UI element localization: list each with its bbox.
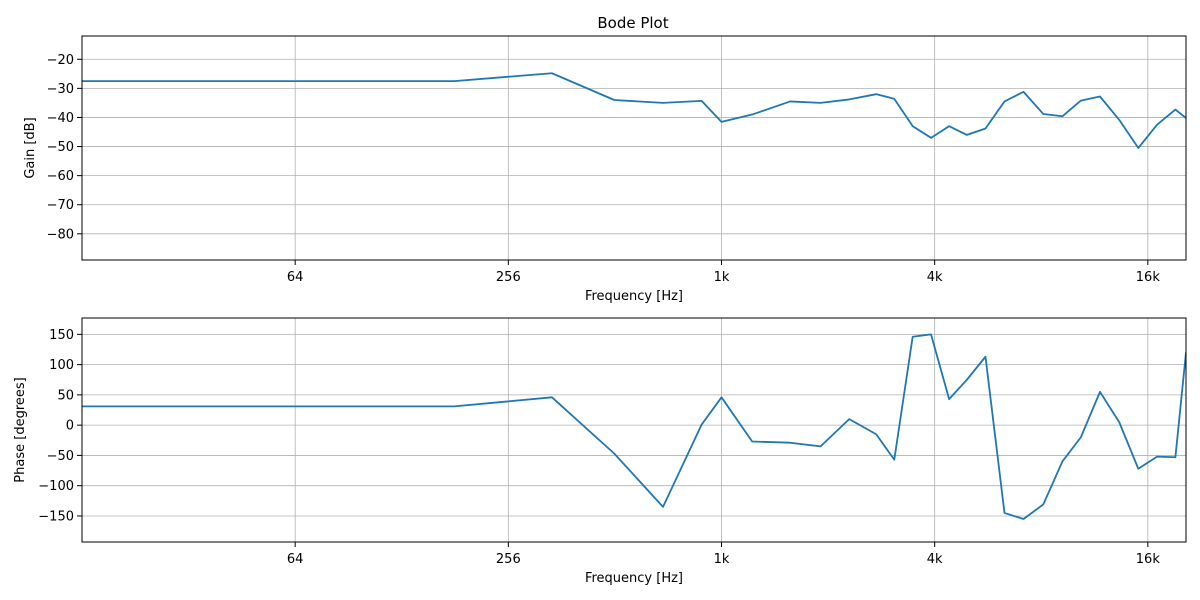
- y-tick-label: −60: [47, 169, 74, 184]
- y-axis-label: Phase [degrees]: [13, 377, 28, 482]
- x-tick-label: 16k: [1136, 270, 1161, 285]
- x-tick-label: 256: [496, 270, 521, 285]
- y-tick-label: 50: [57, 388, 74, 403]
- gain-plot: 64 256 1k 4k 16k −80 −70 −60 −50 −40 −30 −20 Frequen…: [23, 35, 1187, 304]
- y-tick-label: −70: [47, 198, 74, 213]
- y-tick-label: −40: [47, 111, 74, 126]
- chart-title: Bode Plot: [597, 14, 668, 32]
- plot-frame: [81, 317, 1187, 543]
- y-tick-label: −80: [47, 227, 74, 242]
- y-tick-label: −20: [47, 53, 74, 68]
- y-tick-label: −150: [38, 509, 74, 524]
- plot-frame: [81, 35, 1187, 261]
- y-tick-label: −50: [47, 449, 74, 464]
- phase-series-line: [82, 333, 1186, 520]
- y-tick-label: 100: [49, 358, 74, 373]
- phase-plot: 64 256 1k 4k 16k −150 −100 −50 0 50 100 150 Frequenc…: [13, 317, 1187, 586]
- x-tick-label: 1k: [714, 270, 730, 285]
- y-axis-label: Gain [dB]: [23, 117, 38, 178]
- y-tick-label: −30: [47, 82, 74, 97]
- x-tick-label: 64: [287, 270, 304, 285]
- y-tick-label: −100: [38, 479, 74, 494]
- x-tick-label: 64: [287, 552, 304, 567]
- x-tick-label: 256: [496, 552, 521, 567]
- x-tick-label: 16k: [1136, 552, 1161, 567]
- y-tick-label: 0: [66, 419, 74, 434]
- x-tick-label: 4k: [927, 552, 943, 567]
- y-tick-label: −50: [47, 140, 74, 155]
- x-tick-label: 1k: [714, 552, 730, 567]
- x-axis-label: Frequency [Hz]: [585, 289, 683, 304]
- gain-series-line: [82, 72, 1186, 149]
- y-tick-label: 150: [49, 328, 74, 343]
- x-axis-label: Frequency [Hz]: [585, 571, 683, 586]
- x-tick-label: 4k: [927, 270, 943, 285]
